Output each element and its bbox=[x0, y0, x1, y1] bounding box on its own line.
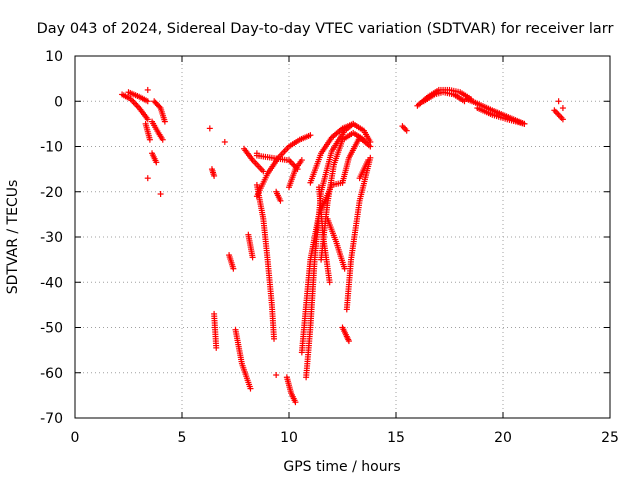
data-points bbox=[119, 86, 566, 406]
y-tick-label: -20 bbox=[40, 185, 63, 201]
x-tick-label: 25 bbox=[601, 430, 619, 446]
data-point bbox=[153, 159, 160, 166]
data-point bbox=[559, 116, 566, 123]
data-point bbox=[271, 335, 278, 342]
data-point bbox=[367, 143, 374, 150]
data-point bbox=[144, 116, 151, 123]
data-point bbox=[249, 254, 256, 261]
data-point bbox=[555, 98, 562, 105]
x-tick-label: 5 bbox=[178, 430, 187, 446]
axis-ticks: 0 5 10 15 20 25 10 0 -10 -20 -30 -40 -50 -60 -70 bbox=[40, 49, 619, 446]
data-point bbox=[230, 265, 237, 272]
grid-lines bbox=[75, 56, 610, 418]
data-point bbox=[260, 168, 267, 175]
y-tick-label: -40 bbox=[40, 275, 63, 291]
data-point bbox=[345, 338, 352, 345]
y-tick-label: -30 bbox=[40, 230, 63, 246]
data-point bbox=[403, 127, 410, 134]
data-point bbox=[365, 157, 372, 164]
data-point bbox=[247, 385, 254, 392]
y-tick-label: 0 bbox=[54, 94, 63, 110]
data-point bbox=[341, 265, 348, 272]
data-point bbox=[156, 103, 163, 110]
x-tick-label: 0 bbox=[71, 430, 80, 446]
y-tick-label: -50 bbox=[40, 321, 63, 337]
data-point bbox=[157, 191, 164, 198]
data-point bbox=[161, 118, 168, 125]
data-point bbox=[213, 344, 220, 351]
x-tick-label: 15 bbox=[387, 430, 405, 446]
x-axis-label: GPS time / hours bbox=[283, 459, 400, 475]
y-tick-label: -10 bbox=[40, 140, 63, 156]
data-point bbox=[277, 197, 284, 204]
y-tick-label: -60 bbox=[40, 366, 63, 382]
data-point bbox=[146, 136, 153, 143]
data-point bbox=[326, 279, 333, 286]
data-point bbox=[273, 372, 280, 379]
data-point bbox=[211, 172, 218, 179]
data-point bbox=[221, 138, 228, 145]
data-point bbox=[144, 175, 151, 182]
y-tick-label: -70 bbox=[40, 411, 63, 427]
y-tick-label: 10 bbox=[45, 49, 63, 65]
x-tick-label: 10 bbox=[280, 430, 298, 446]
data-point bbox=[521, 120, 528, 127]
data-point bbox=[559, 105, 566, 112]
data-point bbox=[307, 132, 314, 139]
data-point bbox=[144, 86, 151, 93]
data-point bbox=[253, 150, 260, 157]
x-tick-label: 20 bbox=[494, 430, 512, 446]
data-point bbox=[292, 399, 299, 406]
y-axis-label: SDTVAR / TECUs bbox=[5, 180, 21, 295]
data-point bbox=[298, 157, 305, 164]
data-point bbox=[206, 125, 213, 132]
data-point bbox=[144, 98, 151, 105]
data-point bbox=[159, 136, 166, 143]
chart-title: Day 043 of 2024, Sidereal Day-to-day VTE… bbox=[37, 21, 614, 37]
